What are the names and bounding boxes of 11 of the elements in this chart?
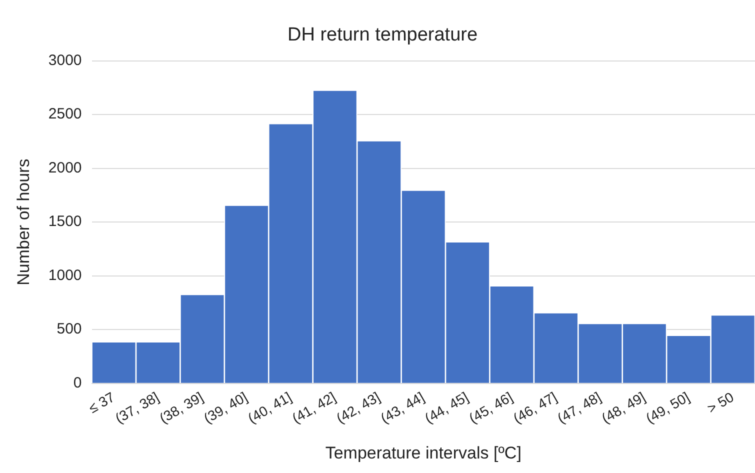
y-tick-label: 500 (56, 320, 82, 338)
y-tick-label: 1000 (48, 266, 82, 284)
y-tick-label: 2000 (48, 159, 82, 176)
y-tick-label: 3000 (48, 52, 82, 69)
y-tick-label: 0 (73, 374, 82, 392)
y-tick-label: 2500 (48, 106, 82, 123)
x-axis-title: Temperature intervals [ºC] (325, 443, 522, 462)
chart-title: DH return temperature (287, 24, 478, 46)
y-axis-title: Number of hours (14, 158, 33, 286)
x-tick-label: > 50 (704, 388, 737, 416)
y-tick-label: 1500 (48, 213, 82, 230)
